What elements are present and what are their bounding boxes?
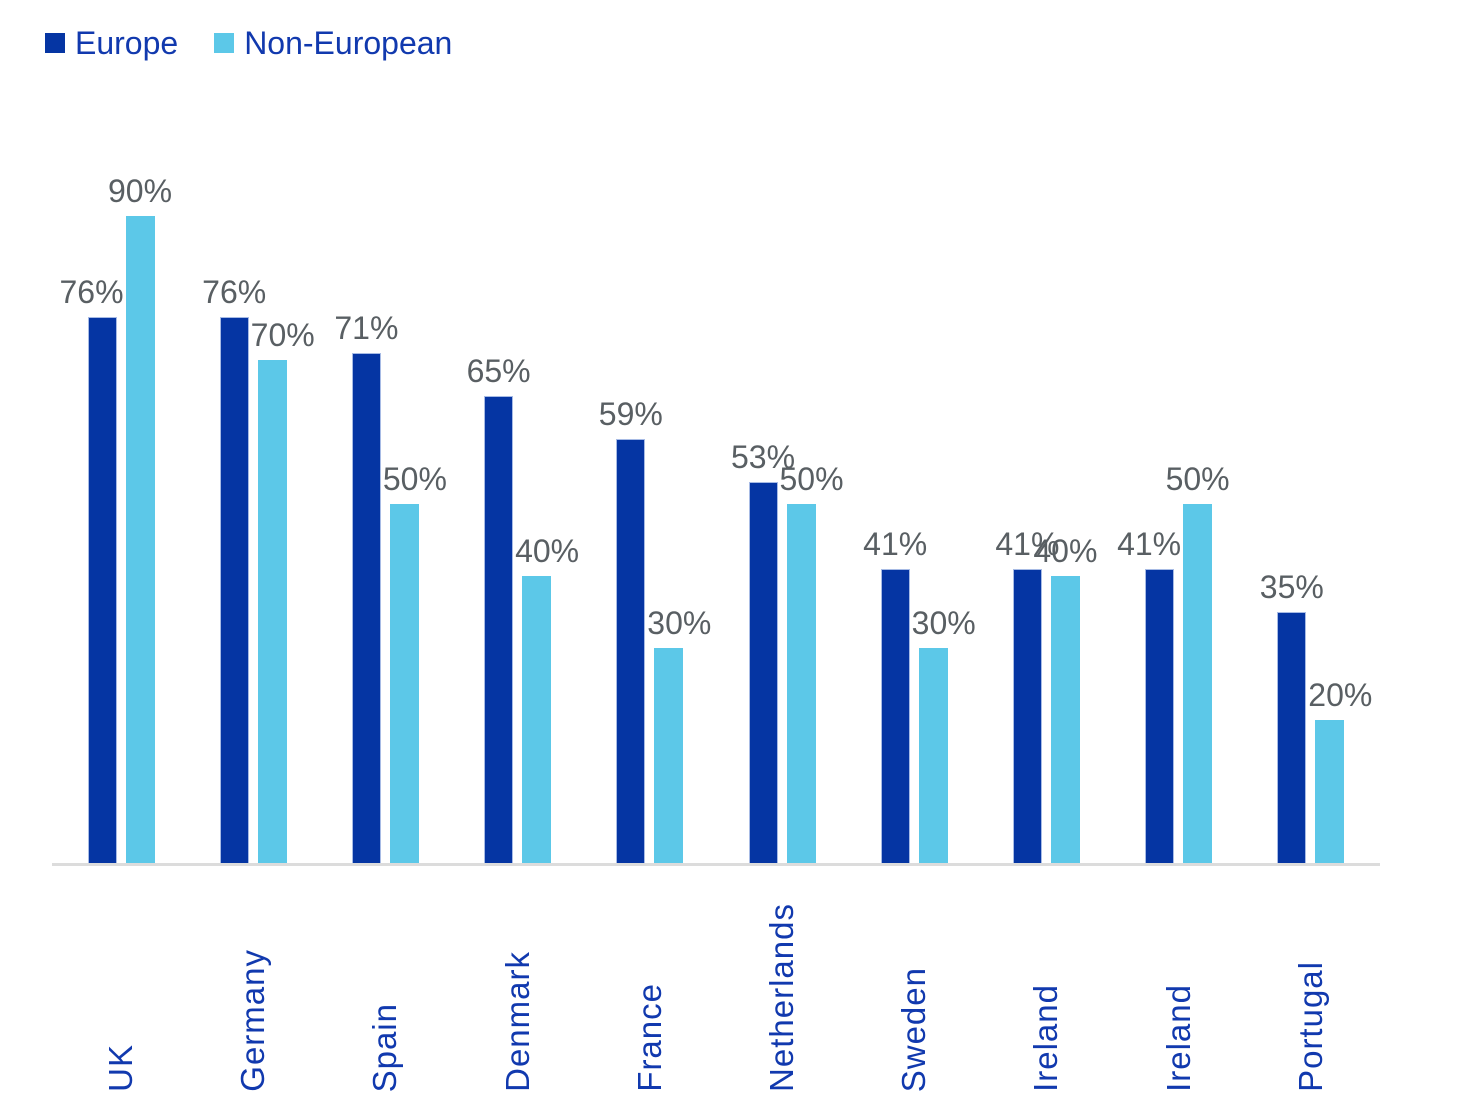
legend-label-europe: Europe — [75, 25, 179, 61]
data-label-europe-germany-1: 76% — [202, 273, 267, 310]
data-label-europe-uk-0: 76% — [59, 273, 124, 310]
data-label-non-european-spain-2: 50% — [382, 461, 447, 497]
data-label-non-european-uk-0: 90% — [107, 173, 173, 209]
x-axis-line — [52, 863, 1380, 866]
bar-non-european-sweden-6 — [918, 648, 948, 864]
bar-non-european-france-4 — [654, 648, 684, 864]
bar-non-european-uk-0 — [125, 216, 155, 864]
bar-non-european-ireland-7 — [1050, 576, 1080, 864]
bar-non-european-denmark-3 — [522, 576, 552, 864]
bar-europe-germany-1 — [219, 316, 249, 864]
category-label-sweden-6: Sweden — [889, 872, 939, 1092]
data-label-europe-netherlands-5: 53% — [730, 439, 796, 476]
bar-europe-ireland-7 — [1012, 568, 1042, 864]
category-label-text: Ireland — [1159, 984, 1197, 1092]
legend-label-non-european: Non-European — [244, 25, 453, 61]
category-label-text: Sweden — [895, 966, 933, 1092]
category-label-text: France — [630, 983, 668, 1092]
category-label-portugal-9: Portugal — [1286, 872, 1336, 1092]
data-label-non-european-ireland-7: 40% — [1033, 533, 1098, 569]
category-label-denmark-3: Denmark — [493, 872, 543, 1092]
bar-non-european-germany-1 — [257, 360, 287, 864]
data-label-europe-ireland-8: 41% — [1117, 525, 1182, 562]
bar-non-european-netherlands-5 — [786, 504, 816, 864]
bar-europe-uk-0 — [87, 316, 117, 864]
category-label-uk-0: UK — [96, 872, 146, 1092]
category-label-text: UK — [102, 1044, 139, 1092]
data-label-europe-denmark-3: 65% — [466, 353, 531, 389]
category-label-ireland-8: Ireland — [1154, 872, 1204, 1092]
legend-item-non-european: Non-European — [214, 26, 452, 60]
category-label-germany-1: Germany — [228, 872, 278, 1092]
category-label-netherlands-5: Netherlands — [757, 872, 807, 1092]
legend-item-europe: Europe — [45, 26, 178, 60]
category-label-text: Netherlands — [763, 903, 800, 1092]
data-label-non-european-germany-1: 70% — [250, 317, 315, 353]
bar-europe-ireland-8 — [1145, 568, 1175, 864]
chart-legend: Europe Non-European — [45, 26, 452, 60]
category-label-france-4: France — [625, 872, 675, 1092]
bar-europe-netherlands-5 — [748, 482, 778, 864]
category-label-text: Denmark — [498, 951, 536, 1092]
data-label-non-european-portugal-9: 20% — [1308, 677, 1373, 713]
bar-europe-sweden-6 — [880, 568, 910, 864]
data-label-europe-sweden-6: 41% — [863, 525, 928, 562]
bar-non-european-spain-2 — [389, 504, 419, 864]
category-label-text: Ireland — [1027, 984, 1065, 1092]
category-label-text: Germany — [234, 949, 272, 1092]
bar-non-european-ireland-8 — [1183, 504, 1213, 864]
data-label-europe-portugal-9: 35% — [1259, 569, 1324, 605]
legend-swatch-non-european — [214, 33, 235, 53]
data-label-europe-ireland-7: 41% — [995, 525, 1060, 562]
data-label-non-european-denmark-3: 40% — [515, 533, 580, 569]
category-label-text: Spain — [366, 1002, 404, 1092]
legend-swatch-europe — [45, 33, 65, 53]
category-label-ireland-7: Ireland — [1021, 872, 1071, 1092]
bar-europe-portugal-9 — [1277, 612, 1307, 864]
data-label-europe-france-4: 59% — [598, 396, 663, 433]
bar-non-european-portugal-9 — [1315, 720, 1345, 864]
data-label-non-european-netherlands-5: 50% — [779, 461, 844, 497]
bar-europe-france-4 — [616, 439, 646, 864]
data-label-non-european-sweden-6: 30% — [911, 605, 976, 641]
category-label-spain-2: Spain — [360, 872, 410, 1092]
data-label-europe-spain-2: 71% — [334, 309, 399, 346]
data-label-non-european-ireland-8: 50% — [1165, 461, 1230, 497]
bar-europe-denmark-3 — [484, 396, 514, 864]
data-label-non-european-france-4: 30% — [647, 605, 712, 641]
category-label-text: Portugal — [1291, 961, 1329, 1092]
bar-europe-spain-2 — [351, 352, 381, 864]
